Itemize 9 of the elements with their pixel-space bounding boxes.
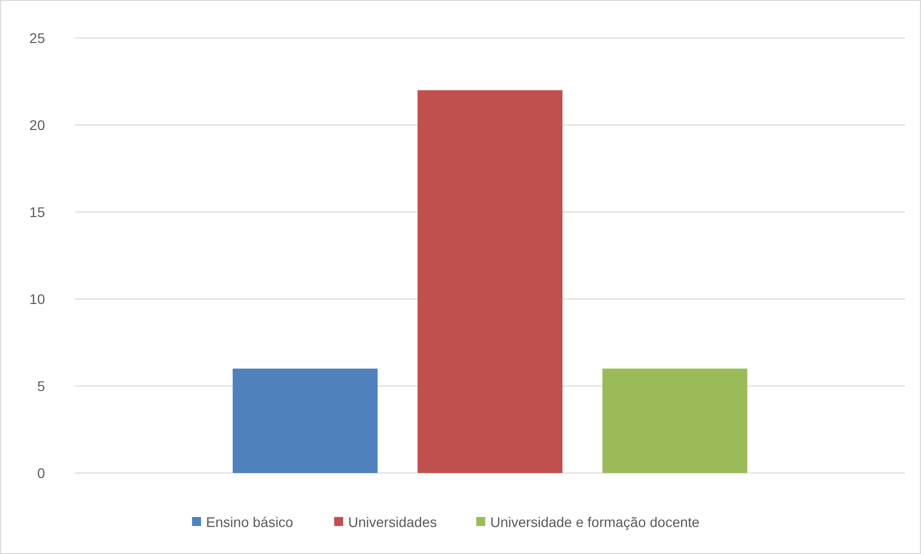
y-tick-label: 25 (29, 30, 46, 46)
y-tick-label: 5 (37, 378, 46, 394)
y-tick-label: 10 (29, 290, 46, 307)
legend-label: Universidade e formação docente (490, 514, 700, 530)
legend-label: Universidades (348, 514, 437, 530)
y-tick-label: 20 (29, 116, 46, 133)
y-tick-label: 15 (29, 204, 46, 220)
y-tick-label: 0 (37, 464, 46, 481)
legend-label: Ensino básico (206, 514, 294, 530)
